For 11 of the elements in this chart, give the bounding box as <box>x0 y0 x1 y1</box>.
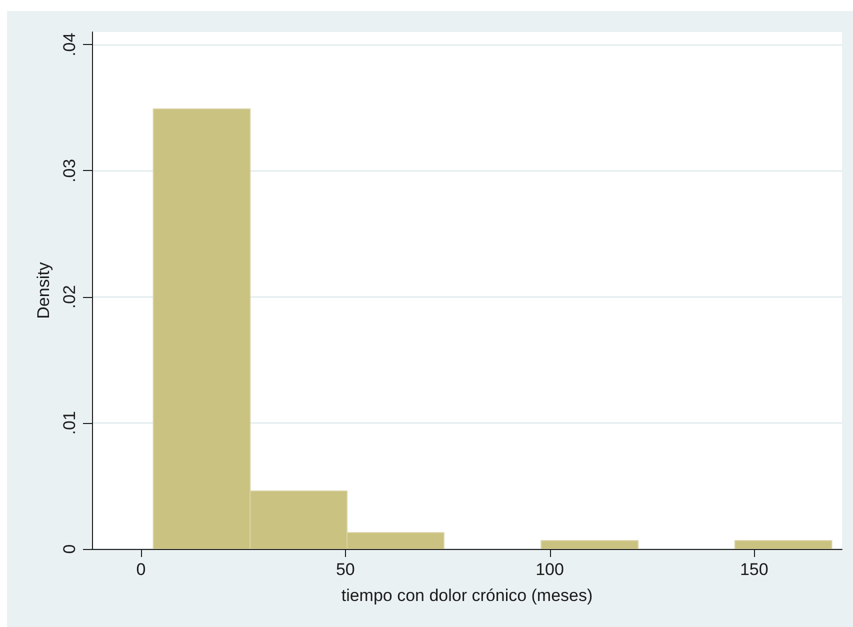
y-tick-label: .03 <box>60 158 79 183</box>
x-axis-title: tiempo con dolor crónico (meses) <box>341 586 593 605</box>
y-tick-label: 0 <box>60 544 79 554</box>
y-tick-label: .01 <box>60 411 79 435</box>
x-tick-label: 100 <box>536 560 564 579</box>
y-axis-title: Density <box>34 262 53 319</box>
y-tick-label: .02 <box>60 284 79 309</box>
x-tick-label: 0 <box>136 560 146 579</box>
x-tick-label: 150 <box>740 560 768 579</box>
y-tick-label: .04 <box>60 32 79 56</box>
x-tick-label: 50 <box>336 560 355 579</box>
